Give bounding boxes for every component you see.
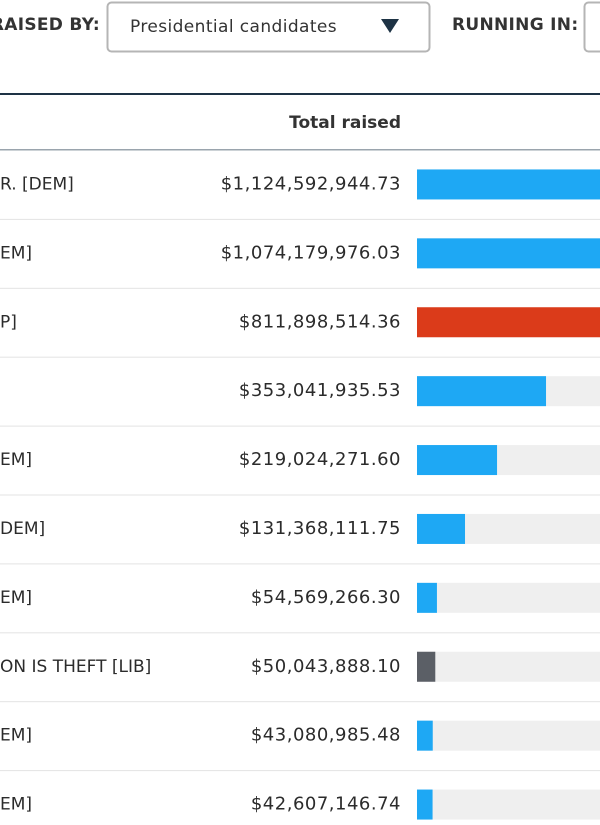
- candidate-name: EM]: [0, 450, 32, 470]
- candidate-name: R. [DEM]: [0, 174, 74, 194]
- header-rule: [0, 149, 600, 151]
- bar: [417, 582, 437, 613]
- candidate-name: EM]: [0, 795, 32, 815]
- row-rule: [0, 356, 600, 358]
- bar: [417, 651, 436, 682]
- amount: $43,080,985.48: [251, 725, 401, 746]
- bar-track: [417, 582, 600, 613]
- row-rule: [0, 218, 600, 220]
- bar-track: [417, 651, 600, 682]
- bar-track: [417, 789, 600, 820]
- row-rule: [0, 770, 600, 772]
- row-rule: [0, 563, 600, 565]
- row-rule: [0, 287, 600, 289]
- amount: $131,368,111.75: [239, 518, 401, 539]
- candidate-name: P]: [0, 312, 17, 332]
- candidate-name: DEM]: [0, 519, 45, 539]
- candidate-name: EM]: [0, 243, 32, 263]
- bar: [417, 789, 433, 820]
- amount: $54,569,266.30: [251, 587, 401, 608]
- bar: [417, 376, 547, 407]
- row-rule: [0, 632, 600, 634]
- amount: $219,024,271.60: [239, 449, 401, 470]
- dropdown[interactable]: [106, 1, 431, 53]
- dropdown-value[interactable]: Presidential candidates: [130, 17, 337, 37]
- table-top-rule: [0, 93, 600, 95]
- amount: $1,074,179,976.03: [221, 242, 401, 263]
- bar: [417, 720, 433, 751]
- amount: $42,607,146.74: [251, 794, 401, 815]
- bar-track: [417, 720, 600, 751]
- filter-label: RUNNING IN:: [452, 15, 578, 35]
- dropdown-arrow[interactable]: [381, 19, 399, 33]
- bar: [417, 445, 498, 476]
- bar: [417, 513, 466, 544]
- dropdown[interactable]: [583, 1, 600, 53]
- bar: [417, 307, 600, 338]
- candidate-name: EM]: [0, 726, 32, 746]
- row-rule: [0, 494, 600, 496]
- bar: [417, 169, 600, 200]
- row-rule: [0, 425, 600, 427]
- bar: [417, 238, 600, 269]
- amount: $1,124,592,944.73: [221, 173, 401, 194]
- row-rule: [0, 701, 600, 703]
- candidate-name: ON IS THEFT [LIB]: [0, 657, 151, 677]
- candidate-name: EM]: [0, 588, 32, 608]
- amount: $811,898,514.36: [239, 311, 401, 332]
- amount: $50,043,888.10: [251, 656, 401, 677]
- filter-label: RAISED BY:: [0, 15, 100, 35]
- column-header: Total raised: [289, 113, 401, 133]
- amount: $353,041,935.53: [239, 380, 401, 401]
